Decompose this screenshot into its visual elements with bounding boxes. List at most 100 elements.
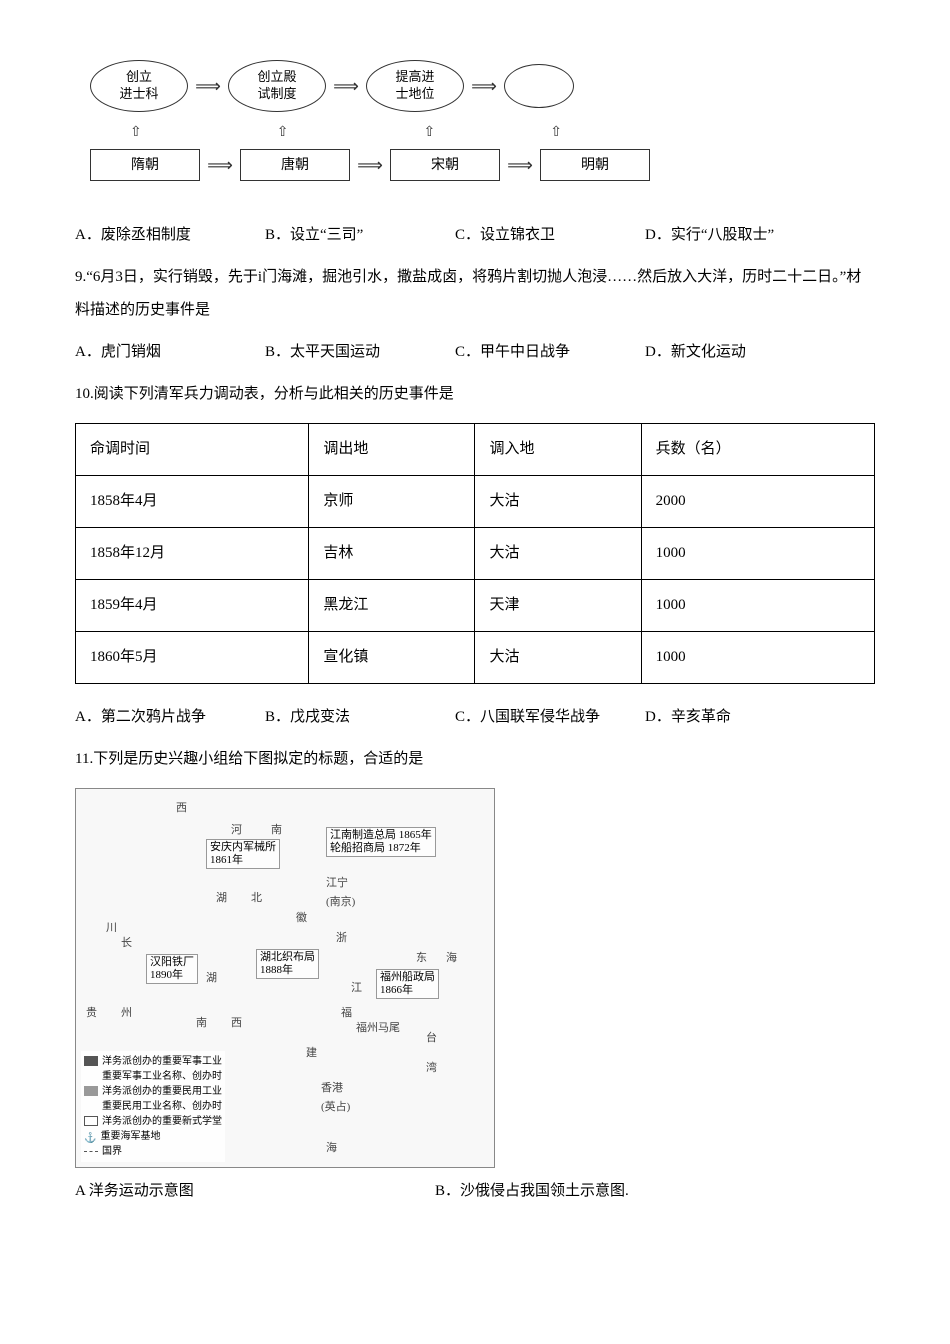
- option-c: C．八国联军侵华战争: [455, 704, 635, 731]
- table-row: 1860年5月 宣化镇 大沽 1000: [76, 631, 875, 683]
- map-region-text: 浙: [336, 929, 347, 949]
- q11-text: 11.下列是历史兴趣小组给下图拟定的标题，合适的是: [75, 743, 875, 776]
- flow-row-rects: 隋朝 ⟹ 唐朝 ⟹ 宋朝 ⟹ 明朝: [90, 149, 875, 181]
- table-cell: 天津: [475, 579, 641, 631]
- option-c: C．设立锦衣卫: [455, 222, 635, 249]
- option-a: A 洋务运动示意图: [75, 1178, 435, 1205]
- map-region-text: 长: [121, 934, 132, 954]
- q11-options: A 洋务运动示意图 B．沙俄侵占我国领土示意图.: [75, 1178, 875, 1205]
- table-header: 调入地: [475, 423, 641, 475]
- table-cell: 京师: [309, 475, 475, 527]
- table-cell: 大沽: [475, 527, 641, 579]
- legend-item: ⚓重要海军基地: [84, 1129, 222, 1144]
- map-region-text: 福: [341, 1004, 352, 1024]
- table-cell: 1858年12月: [76, 527, 309, 579]
- up-arrow-icon: ⇧: [550, 120, 562, 145]
- map-region-text: 西: [231, 1014, 242, 1034]
- table-header: 命调时间: [76, 423, 309, 475]
- oval-3: 提高进 士地位: [366, 60, 464, 112]
- option-a: A．废除丞相制度: [75, 222, 255, 249]
- map-region-text: 江: [351, 979, 362, 999]
- arrow-icon: ⟹: [470, 70, 498, 102]
- map-region-text: 湖: [216, 889, 227, 909]
- legend-symbol-icon: [84, 1151, 98, 1152]
- legend-symbol-icon: ⚓: [84, 1131, 96, 1141]
- q9-text: 9.“6月3日，实行销毁，先于i门海滩，掘池引水，撒盐成卤，将鸦片割切抛人泡浸……: [75, 261, 875, 327]
- q10-options: A．第二次鸦片战争 B．戊戌变法 C．八国联军侵华战争 D．辛亥革命: [75, 704, 875, 731]
- rect-3: 宋朝: [390, 149, 500, 181]
- option-b: B．太平天国运动: [265, 339, 445, 366]
- option-b: B．设立“三司”: [265, 222, 445, 249]
- oval-1: 创立 进士科: [90, 60, 188, 112]
- option-b: B．沙俄侵占我国领土示意图.: [435, 1178, 629, 1205]
- q10-table: 命调时间 调出地 调入地 兵数（名） 1858年4月 京师 大沽 2000 18…: [75, 423, 875, 684]
- rect-1: 隋朝: [90, 149, 200, 181]
- table-cell: 1859年4月: [76, 579, 309, 631]
- table-cell: 1000: [641, 579, 874, 631]
- legend-text: 洋务派创办的重要民用工业: [102, 1084, 222, 1099]
- map-label: 湖北织布局 1888年: [256, 949, 319, 979]
- flowchart: 创立 进士科 ⟹ 创立殿 试制度 ⟹ 提高进 士地位 ⟹ ⇧ ⇧ ⇧ ⇧ 隋朝 …: [90, 60, 875, 182]
- table-cell: 大沽: [475, 475, 641, 527]
- option-c: C．甲午中日战争: [455, 339, 635, 366]
- table-row: 1858年4月 京师 大沽 2000: [76, 475, 875, 527]
- map-region-text: 州: [121, 1004, 132, 1024]
- vertical-arrows: ⇧ ⇧ ⇧ ⇧: [130, 120, 875, 145]
- legend-text: 洋务派创办的重要新式学堂: [102, 1114, 222, 1129]
- table-cell: 吉林: [309, 527, 475, 579]
- table-cell: 1860年5月: [76, 631, 309, 683]
- oval-empty: [504, 64, 574, 108]
- map-region-text: 海: [326, 1139, 337, 1159]
- option-d: D．新文化运动: [645, 339, 746, 366]
- oval-2: 创立殿 试制度: [228, 60, 326, 112]
- option-a: A．第二次鸦片战争: [75, 704, 255, 731]
- arrow-icon: ⟹: [506, 149, 534, 181]
- arrow-icon: ⟹: [194, 70, 222, 102]
- table-cell: 宣化镇: [309, 631, 475, 683]
- map-legend: 洋务派创办的重要军事工业重要军事工业名称、创办时洋务派创办的重要民用工业重要民用…: [81, 1051, 225, 1162]
- table-cell: 1000: [641, 527, 874, 579]
- rect-2: 唐朝: [240, 149, 350, 181]
- legend-text: 洋务派创办的重要军事工业: [102, 1054, 222, 1069]
- table-cell: 1858年4月: [76, 475, 309, 527]
- map-label: 江南制造总局 1865年 轮船招商局 1872年: [326, 827, 436, 857]
- map-region-text: 河: [231, 821, 242, 841]
- legend-text: 重要军事工业名称、创办时: [102, 1069, 222, 1084]
- rect-4: 明朝: [540, 149, 650, 181]
- option-b: B．戊戌变法: [265, 704, 445, 731]
- q11-map: 洋务派创办的重要军事工业重要军事工业名称、创办时洋务派创办的重要民用工业重要民用…: [75, 788, 495, 1168]
- legend-item: 洋务派创办的重要军事工业: [84, 1054, 222, 1069]
- legend-symbol-icon: [84, 1086, 98, 1096]
- map-region-text: 北: [251, 889, 262, 909]
- legend-item: 国界: [84, 1144, 222, 1159]
- arrow-icon: ⟹: [332, 70, 360, 102]
- map-region-text: 南: [271, 821, 282, 841]
- table-cell: 大沽: [475, 631, 641, 683]
- table-cell: 2000: [641, 475, 874, 527]
- legend-item: 洋务派创办的重要民用工业: [84, 1084, 222, 1099]
- map-region-text: 东: [416, 949, 427, 969]
- legend-text: 国界: [102, 1144, 122, 1159]
- arrow-icon: ⟹: [206, 149, 234, 181]
- legend-symbol-icon: [84, 1101, 98, 1111]
- legend-text: 重要民用工业名称、创办时: [102, 1099, 222, 1114]
- legend-item: 洋务派创办的重要新式学堂: [84, 1114, 222, 1129]
- legend-item: 重要军事工业名称、创办时: [84, 1069, 222, 1084]
- map-region-text: 贵: [86, 1004, 97, 1024]
- q8-options: A．废除丞相制度 B．设立“三司” C．设立锦衣卫 D．实行“八股取士”: [75, 222, 875, 249]
- map-region-text: 香港 (英占): [321, 1079, 350, 1119]
- table-header-row: 命调时间 调出地 调入地 兵数（名）: [76, 423, 875, 475]
- table-cell: 黑龙江: [309, 579, 475, 631]
- q9-options: A．虎门销烟 B．太平天国运动 C．甲午中日战争 D．新文化运动: [75, 339, 875, 366]
- map-region-text: 川: [106, 919, 117, 939]
- map-label: 汉阳铁厂 1890年: [146, 954, 198, 984]
- flow-row-ovals: 创立 进士科 ⟹ 创立殿 试制度 ⟹ 提高进 士地位 ⟹: [90, 60, 875, 112]
- map-label: 安庆内军械所 1861年: [206, 839, 280, 869]
- q10-text: 10.阅读下列清军兵力调动表，分析与此相关的历史事件是: [75, 378, 875, 411]
- option-d: D．辛亥革命: [645, 704, 731, 731]
- legend-item: 重要民用工业名称、创办时: [84, 1099, 222, 1114]
- up-arrow-icon: ⇧: [277, 120, 289, 145]
- up-arrow-icon: ⇧: [423, 120, 435, 145]
- map-region-text: 江宁 (南京): [326, 874, 355, 914]
- map-region-text: 台: [426, 1029, 437, 1049]
